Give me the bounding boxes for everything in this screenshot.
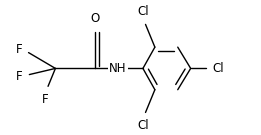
Text: F: F [16, 70, 23, 83]
Text: F: F [42, 93, 49, 106]
Text: Cl: Cl [212, 62, 224, 75]
Text: F: F [16, 43, 23, 56]
Text: NH: NH [109, 62, 127, 75]
Text: Cl: Cl [137, 119, 149, 132]
Text: Cl: Cl [137, 5, 149, 18]
Text: O: O [91, 12, 100, 25]
